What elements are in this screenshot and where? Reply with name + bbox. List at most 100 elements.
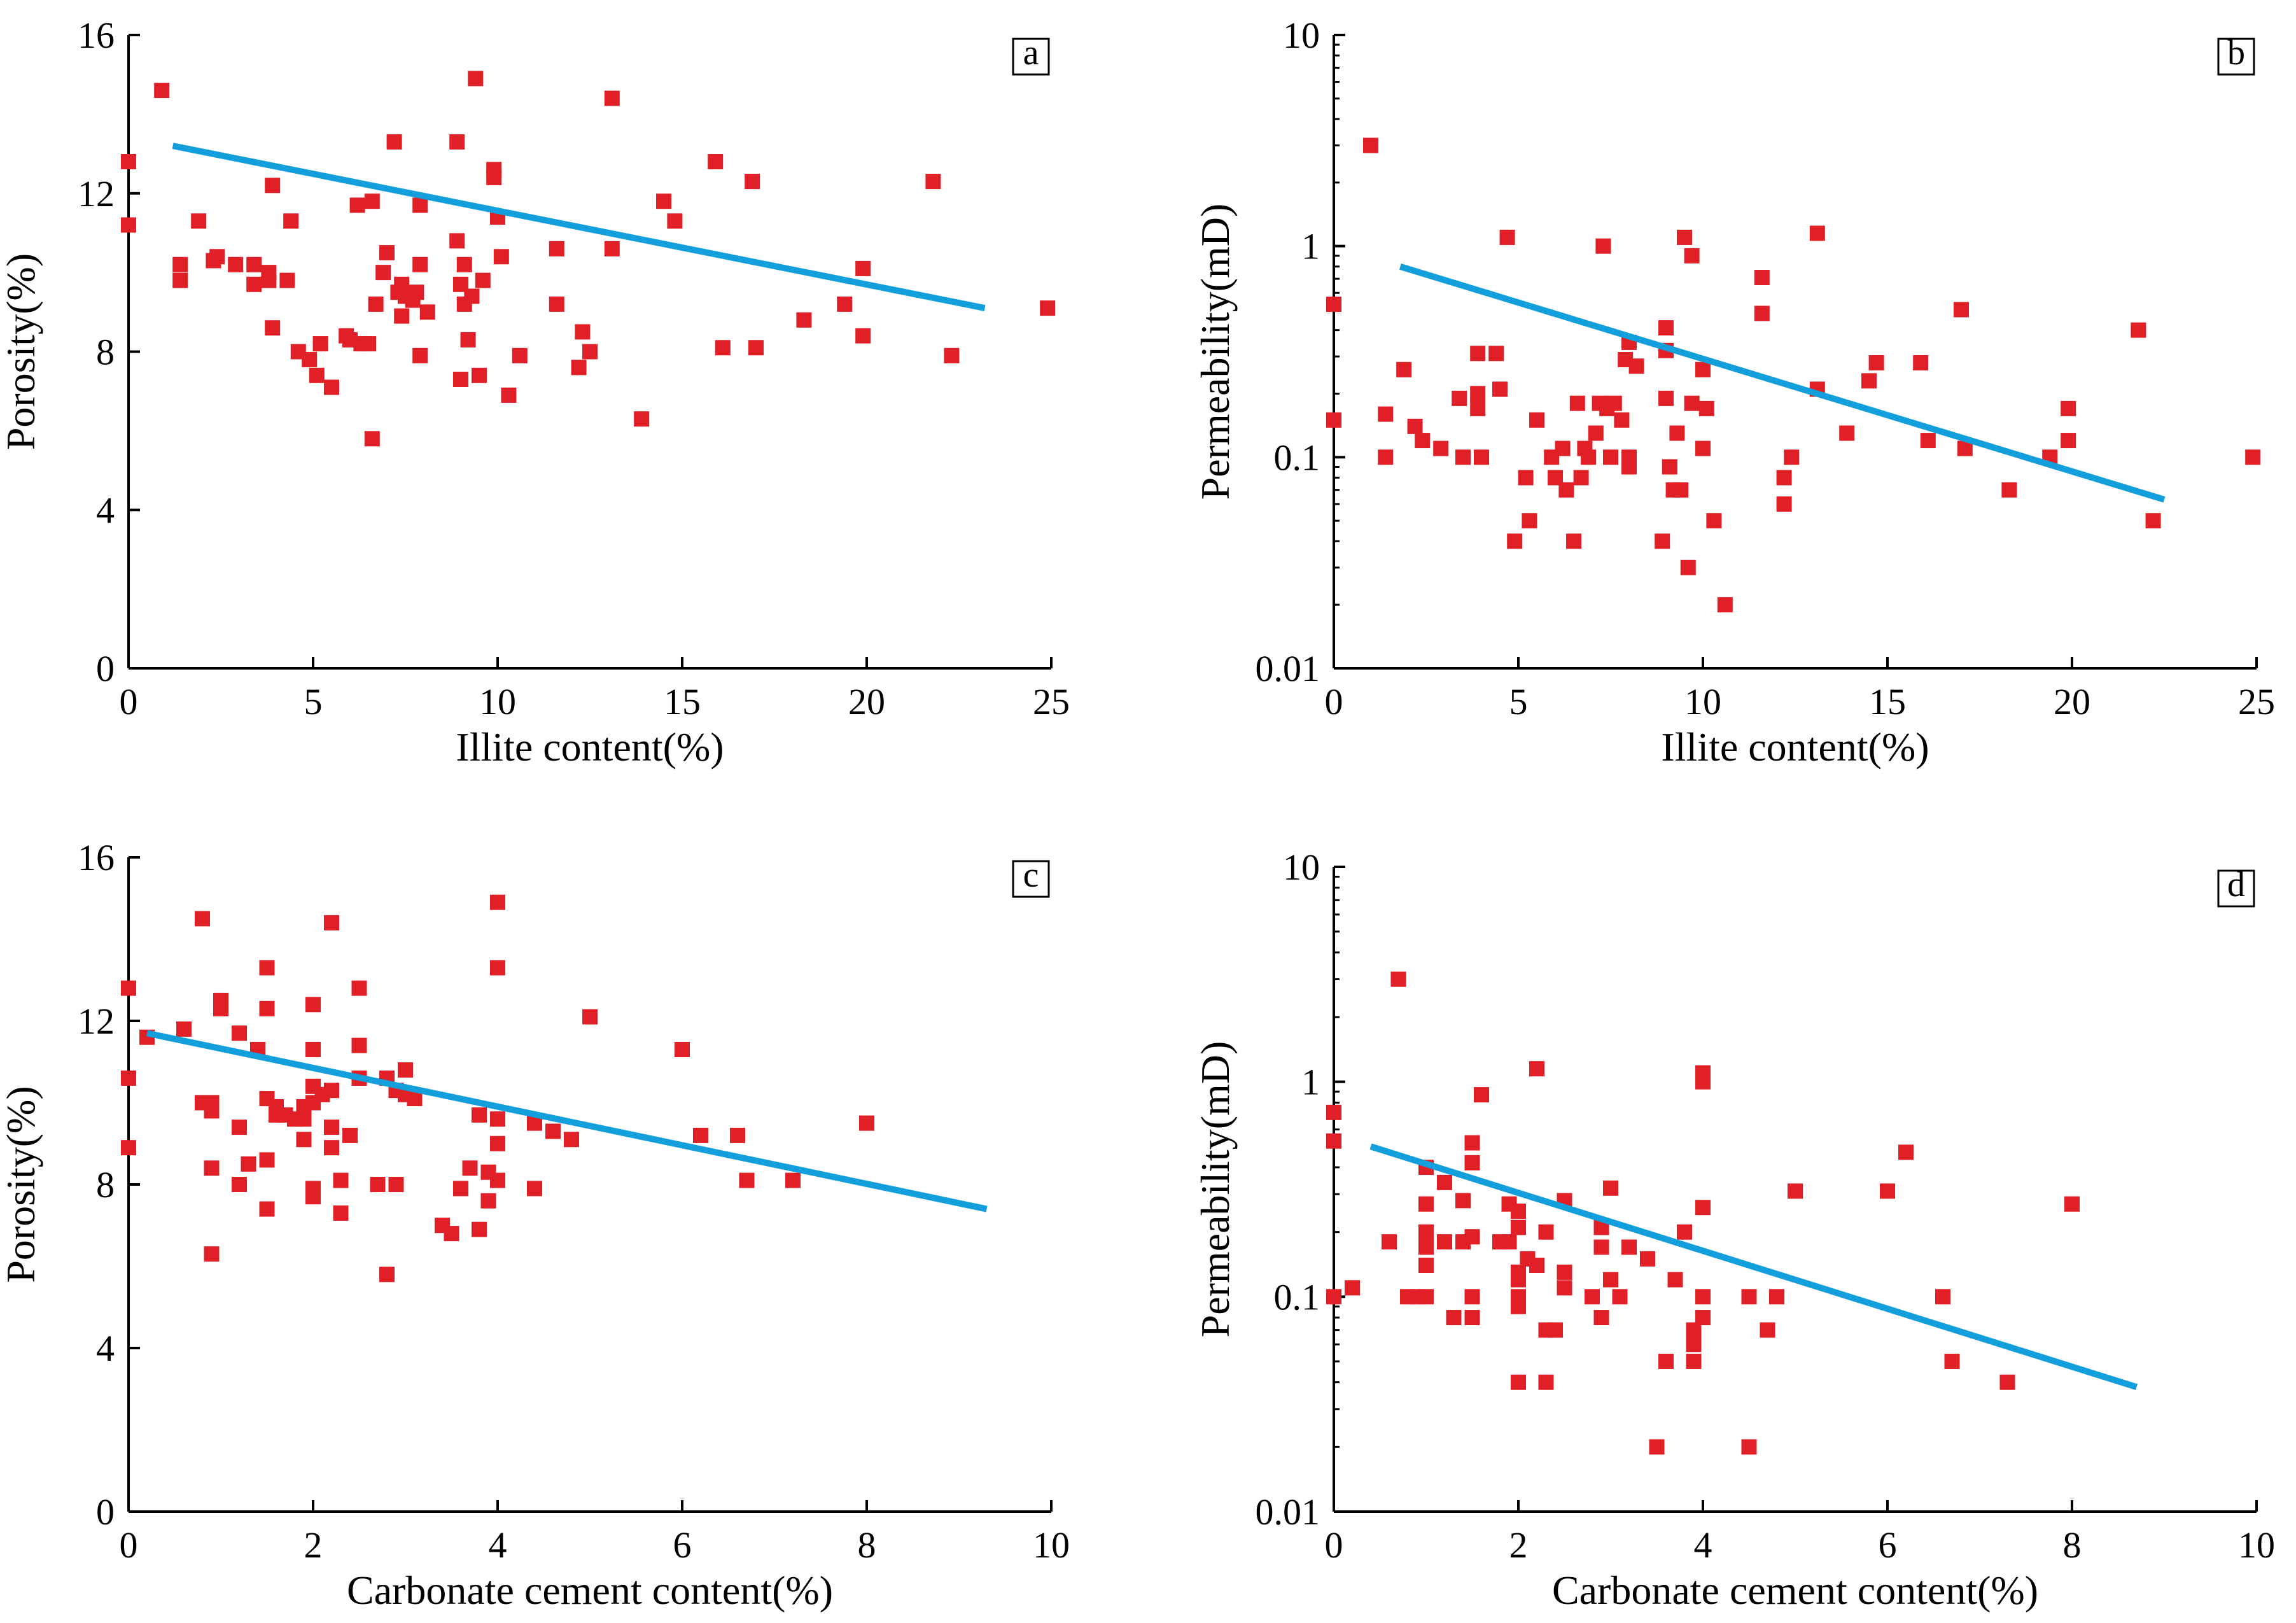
- data-point: [1396, 362, 1412, 377]
- data-point: [449, 134, 465, 150]
- data-point: [1433, 440, 1449, 456]
- data-point: [1677, 1224, 1692, 1240]
- x-tick-label: 2: [304, 1524, 323, 1566]
- data-point: [1511, 1272, 1526, 1288]
- data-point: [2064, 1196, 2080, 1212]
- data-point: [2061, 400, 2076, 416]
- panel-tag-label: d: [2227, 865, 2245, 904]
- data-point: [1474, 1087, 1489, 1103]
- data-point: [2245, 449, 2261, 465]
- data-point: [1776, 496, 1792, 512]
- x-tick-label: 15: [664, 681, 701, 722]
- data-point: [1913, 355, 1929, 371]
- data-point: [472, 1221, 487, 1237]
- data-point: [1606, 395, 1622, 411]
- data-point: [364, 431, 380, 447]
- data-point: [1603, 1272, 1618, 1288]
- y-axis-label: Porosity(%): [0, 1086, 43, 1282]
- data-point: [261, 272, 277, 288]
- data-point: [195, 911, 210, 927]
- data-point: [571, 360, 587, 376]
- data-point: [1640, 1251, 1655, 1267]
- y-tick-label: 8: [96, 1164, 115, 1205]
- data-point: [351, 1037, 367, 1053]
- data-point: [2061, 433, 2076, 449]
- data-point: [1511, 1298, 1526, 1314]
- data-point: [1474, 449, 1489, 465]
- x-tick-label: 2: [1509, 1524, 1528, 1566]
- data-point: [204, 1103, 220, 1119]
- data-point: [333, 1205, 349, 1221]
- data-point: [379, 1267, 395, 1282]
- data-point: [370, 1177, 386, 1192]
- data-point: [1529, 1061, 1544, 1077]
- data-point: [1684, 395, 1700, 411]
- data-point: [342, 1127, 358, 1143]
- data-point: [859, 1115, 874, 1131]
- data-point: [228, 256, 244, 272]
- data-point: [549, 241, 564, 256]
- x-tick-label: 0: [120, 681, 138, 722]
- data-point: [1363, 137, 1378, 153]
- trend-line: [1399, 263, 2166, 503]
- data-point: [748, 340, 764, 356]
- data-point: [480, 1193, 496, 1209]
- data-point: [472, 1107, 487, 1123]
- data-point: [241, 1156, 256, 1172]
- x-tick-label: 5: [304, 681, 323, 722]
- data-point: [604, 241, 620, 256]
- y-tick-label: 1: [1301, 226, 1320, 267]
- data-point: [1776, 470, 1792, 486]
- data-point: [675, 1041, 690, 1057]
- x-tick-label: 25: [2238, 681, 2275, 722]
- x-tick-label: 20: [848, 681, 885, 722]
- data-point: [1418, 1257, 1434, 1273]
- data-point: [464, 288, 480, 304]
- data-point: [1326, 1133, 1341, 1149]
- data-point: [259, 1001, 275, 1016]
- data-point: [1628, 358, 1644, 374]
- data-point: [1488, 346, 1504, 362]
- data-point: [259, 960, 275, 976]
- data-point: [785, 1172, 801, 1188]
- trend-line: [172, 143, 986, 311]
- data-point: [388, 1177, 404, 1192]
- data-point: [656, 193, 671, 209]
- panel-tag-box: [2217, 869, 2255, 908]
- data-point: [1684, 248, 1700, 263]
- data-point: [490, 1111, 505, 1127]
- data-point: [1809, 225, 1825, 241]
- data-point: [1464, 1229, 1480, 1245]
- data-point: [232, 1177, 247, 1192]
- y-tick-label: 12: [78, 173, 115, 214]
- x-tick-label: 0: [1325, 681, 1343, 722]
- data-point: [259, 1201, 275, 1217]
- data-point: [490, 894, 505, 910]
- data-point: [1680, 559, 1696, 575]
- data-point: [1861, 373, 1877, 389]
- data-point: [1658, 1353, 1674, 1369]
- data-point: [745, 174, 760, 190]
- data-point: [1695, 362, 1711, 377]
- data-point: [2145, 513, 2161, 529]
- data-point: [1673, 482, 1689, 498]
- x-tick-label: 10: [479, 681, 516, 722]
- data-point: [855, 260, 871, 276]
- y-tick-label: 4: [96, 1328, 115, 1369]
- data-point: [1621, 459, 1637, 475]
- x-axis-label: Illite content(%): [1661, 724, 1929, 769]
- chart-panel-d: 0 2 4 6 8 10 0.01 0.1 1 10 Carbonate cement conten…: [1193, 847, 2275, 1613]
- data-point: [265, 320, 281, 336]
- panel-tag-box: [2217, 38, 2255, 76]
- data-point: [1695, 440, 1711, 456]
- x-tick-label: 10: [1033, 1524, 1070, 1566]
- data-point: [1769, 1289, 1784, 1305]
- panel-tag-box: [1012, 860, 1050, 898]
- data-point: [1935, 1289, 1950, 1305]
- panel-tag-label: c: [1023, 855, 1039, 895]
- data-point: [527, 1181, 542, 1197]
- data-point: [204, 1246, 220, 1262]
- trend-line: [146, 1030, 988, 1212]
- data-point: [1418, 1196, 1434, 1212]
- data-point: [1754, 269, 1770, 285]
